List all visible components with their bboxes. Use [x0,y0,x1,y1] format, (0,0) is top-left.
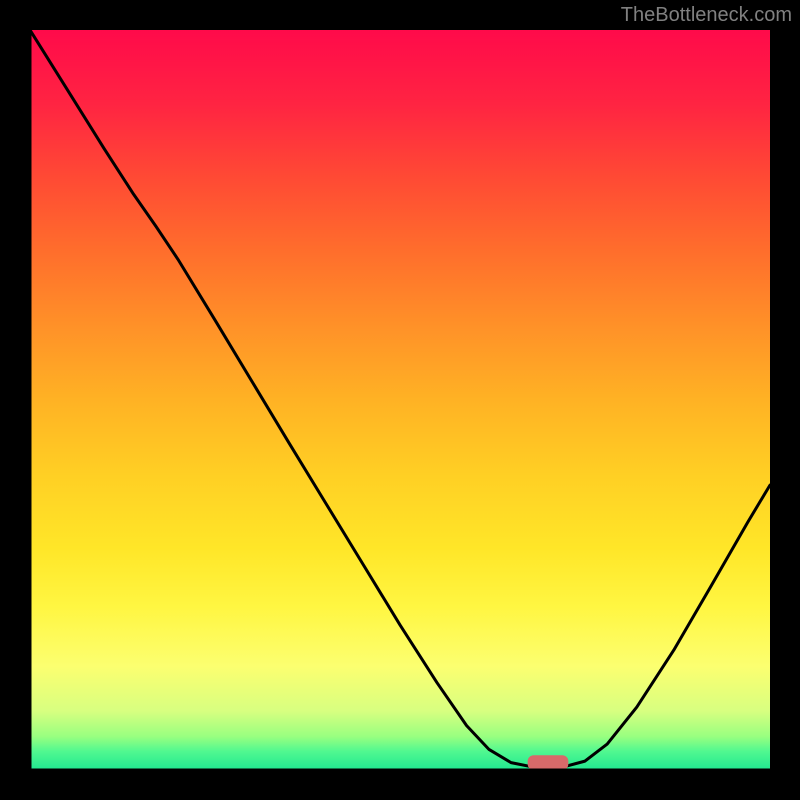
gradient-bg [30,30,770,770]
plot-area [30,30,770,770]
optimal-marker [528,755,569,770]
gradient-rect [30,30,770,770]
watermark-text: TheBottleneck.com [621,4,792,27]
